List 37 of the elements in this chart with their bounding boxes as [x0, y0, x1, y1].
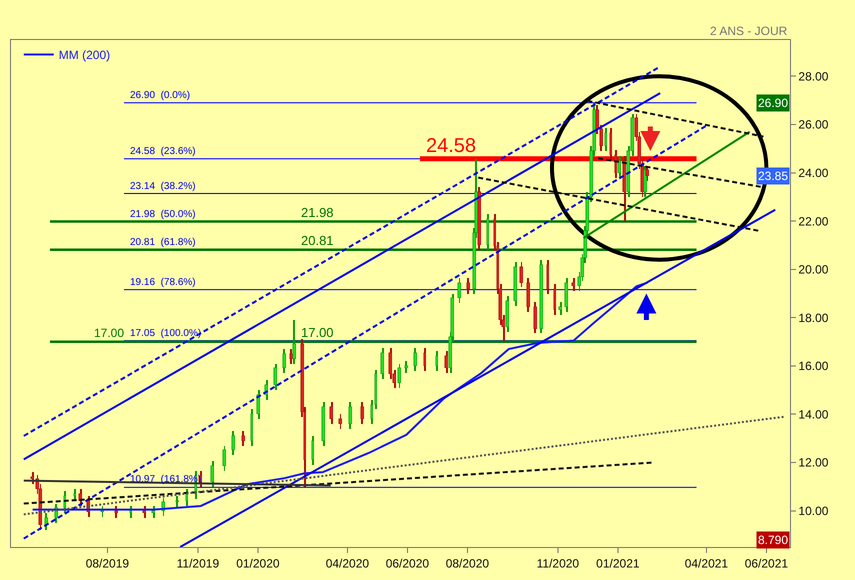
ref-line-label: 17.05 (100.0%)	[130, 328, 202, 339]
x-tick-label: 08/2020	[446, 556, 490, 570]
ref-line-label: 21.98 (50.0%)	[130, 209, 196, 220]
x-tick-label: 08/2019	[86, 556, 130, 570]
ref-line-label: 26.90 (0.0%)	[130, 90, 190, 101]
y-tick-label: 22.00	[798, 214, 829, 228]
y-tick-label: 18.00	[798, 310, 829, 325]
y-tick-label: 24.00	[798, 166, 829, 180]
x-tick-label: 06/2021	[744, 556, 788, 570]
x-tick-label: 04/2021	[684, 556, 728, 570]
ref-line-label: 17.00	[301, 325, 334, 340]
ref-line-label: 24.58	[426, 135, 476, 157]
ref-line-label: 19.16 (78.6%)	[130, 277, 196, 288]
chart-subtitle: 2 ANS - JOUR	[710, 24, 788, 38]
legend-label: MM (200)	[58, 48, 110, 62]
y-tick-label: 14.00	[798, 407, 829, 422]
x-tick-label: 04/2020	[326, 556, 370, 570]
y-tick-label: 12.00	[798, 456, 829, 470]
x-tick-label: 01/2021	[596, 556, 640, 570]
annotation: 26.90	[758, 96, 788, 110]
y-tick-label: 16.00	[798, 359, 829, 374]
annotation: 17.00	[94, 326, 124, 340]
x-tick-label: 01/2020	[236, 556, 280, 570]
y-tick-label: 28.00	[798, 69, 829, 84]
ref-line-label: 23.14 (38.2%)	[130, 181, 196, 192]
ref-line-label: 24.58 (23.6%)	[130, 146, 196, 157]
x-tick-label: 11/2020	[536, 556, 580, 570]
x-tick-label: 06/2020	[386, 556, 430, 570]
annotation: 8.790	[758, 533, 788, 547]
x-tick-label: 11/2019	[176, 556, 220, 570]
y-tick-label: 26.00	[798, 118, 829, 132]
y-tick-label: 20.00	[798, 262, 829, 277]
annotation: 23.85	[758, 169, 788, 183]
ref-line-label: 20.81	[301, 233, 334, 248]
ref-line-label: 20.81 (61.8%)	[130, 237, 196, 248]
y-tick-label: 10.00	[798, 504, 829, 518]
ref-line-label: 21.98	[301, 205, 334, 220]
